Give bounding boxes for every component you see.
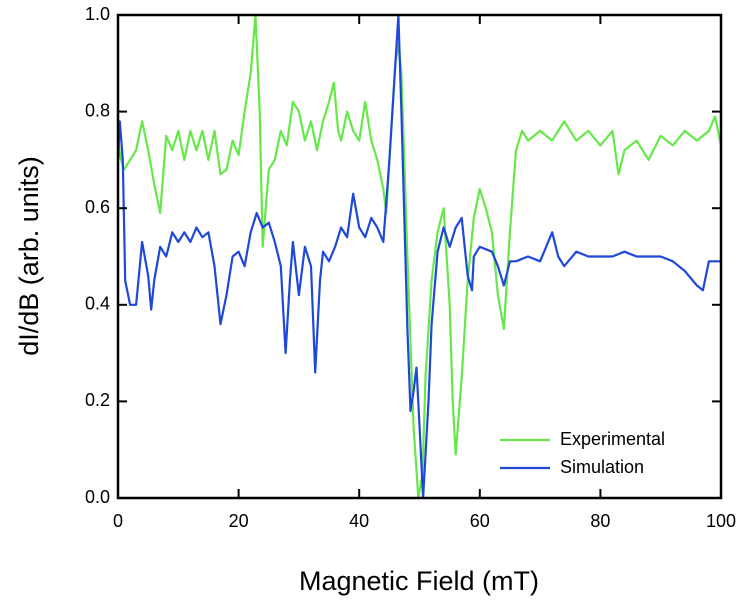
x-tick-label: 0 <box>113 511 123 531</box>
x-tick-label: 100 <box>706 511 736 531</box>
y-tick-label: 0.4 <box>85 294 110 314</box>
y-tick-label: 0.2 <box>85 390 110 410</box>
x-tick-label: 80 <box>590 511 610 531</box>
data-line <box>116 13 721 500</box>
y-tick-label: 0.0 <box>85 487 110 507</box>
y-tick-label: 0.8 <box>85 100 110 120</box>
legend-label: Simulation <box>560 457 644 477</box>
x-axis-label: Magnetic Field (mT) <box>299 566 539 596</box>
y-tick-label: 0.6 <box>85 197 110 217</box>
x-tick-label: 40 <box>349 511 369 531</box>
plot-frame <box>116 13 723 500</box>
y-tick-label: 1.0 <box>85 4 110 24</box>
x-tick-label: 60 <box>470 511 490 531</box>
legend-label: Experimental <box>560 429 665 449</box>
x-tick-label: 20 <box>229 511 249 531</box>
data-line <box>116 13 723 500</box>
y-axis-label: dI/dB (arb. units) <box>14 156 44 356</box>
